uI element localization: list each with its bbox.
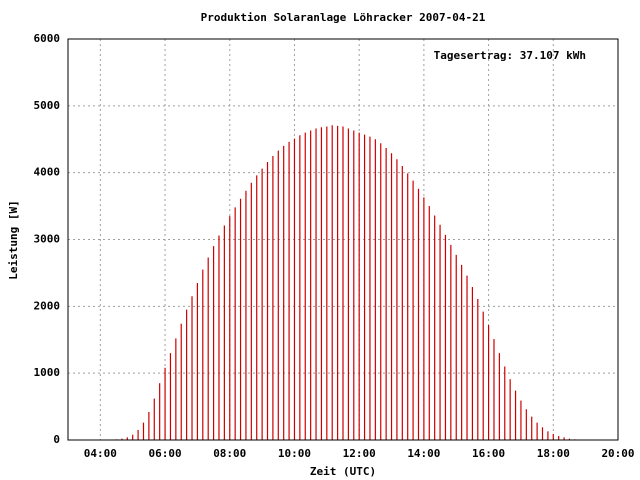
x-axis-label: Zeit (UTC) xyxy=(310,465,376,478)
x-tick-label: 18:00 xyxy=(537,447,570,460)
y-tick-label: 0 xyxy=(53,433,60,446)
y-tick-label: 2000 xyxy=(34,299,61,312)
y-axis-label: Leistung [W] xyxy=(7,200,20,279)
plot-frame xyxy=(67,38,619,441)
x-tick-label: 16:00 xyxy=(472,447,505,460)
y-tick-label: 3000 xyxy=(34,233,61,246)
y-tick-label: 1000 xyxy=(34,366,61,379)
y-tick-label: 5000 xyxy=(34,99,61,112)
chart-title: Produktion Solaranlage Löhracker 2007-04… xyxy=(201,11,486,24)
x-tick-label: 12:00 xyxy=(343,447,376,460)
x-tick-label: 20:00 xyxy=(601,447,634,460)
x-tick-label: 08:00 xyxy=(213,447,246,460)
annotation: Tagesertrag: 37.107 kWh xyxy=(434,49,586,62)
x-tick-label: 14:00 xyxy=(407,447,440,460)
y-tick-label: 6000 xyxy=(34,32,61,45)
x-tick-label: 06:00 xyxy=(148,447,181,460)
x-tick-label: 04:00 xyxy=(84,447,117,460)
y-tick-label: 4000 xyxy=(34,166,61,179)
x-tick-label: 10:00 xyxy=(278,447,311,460)
